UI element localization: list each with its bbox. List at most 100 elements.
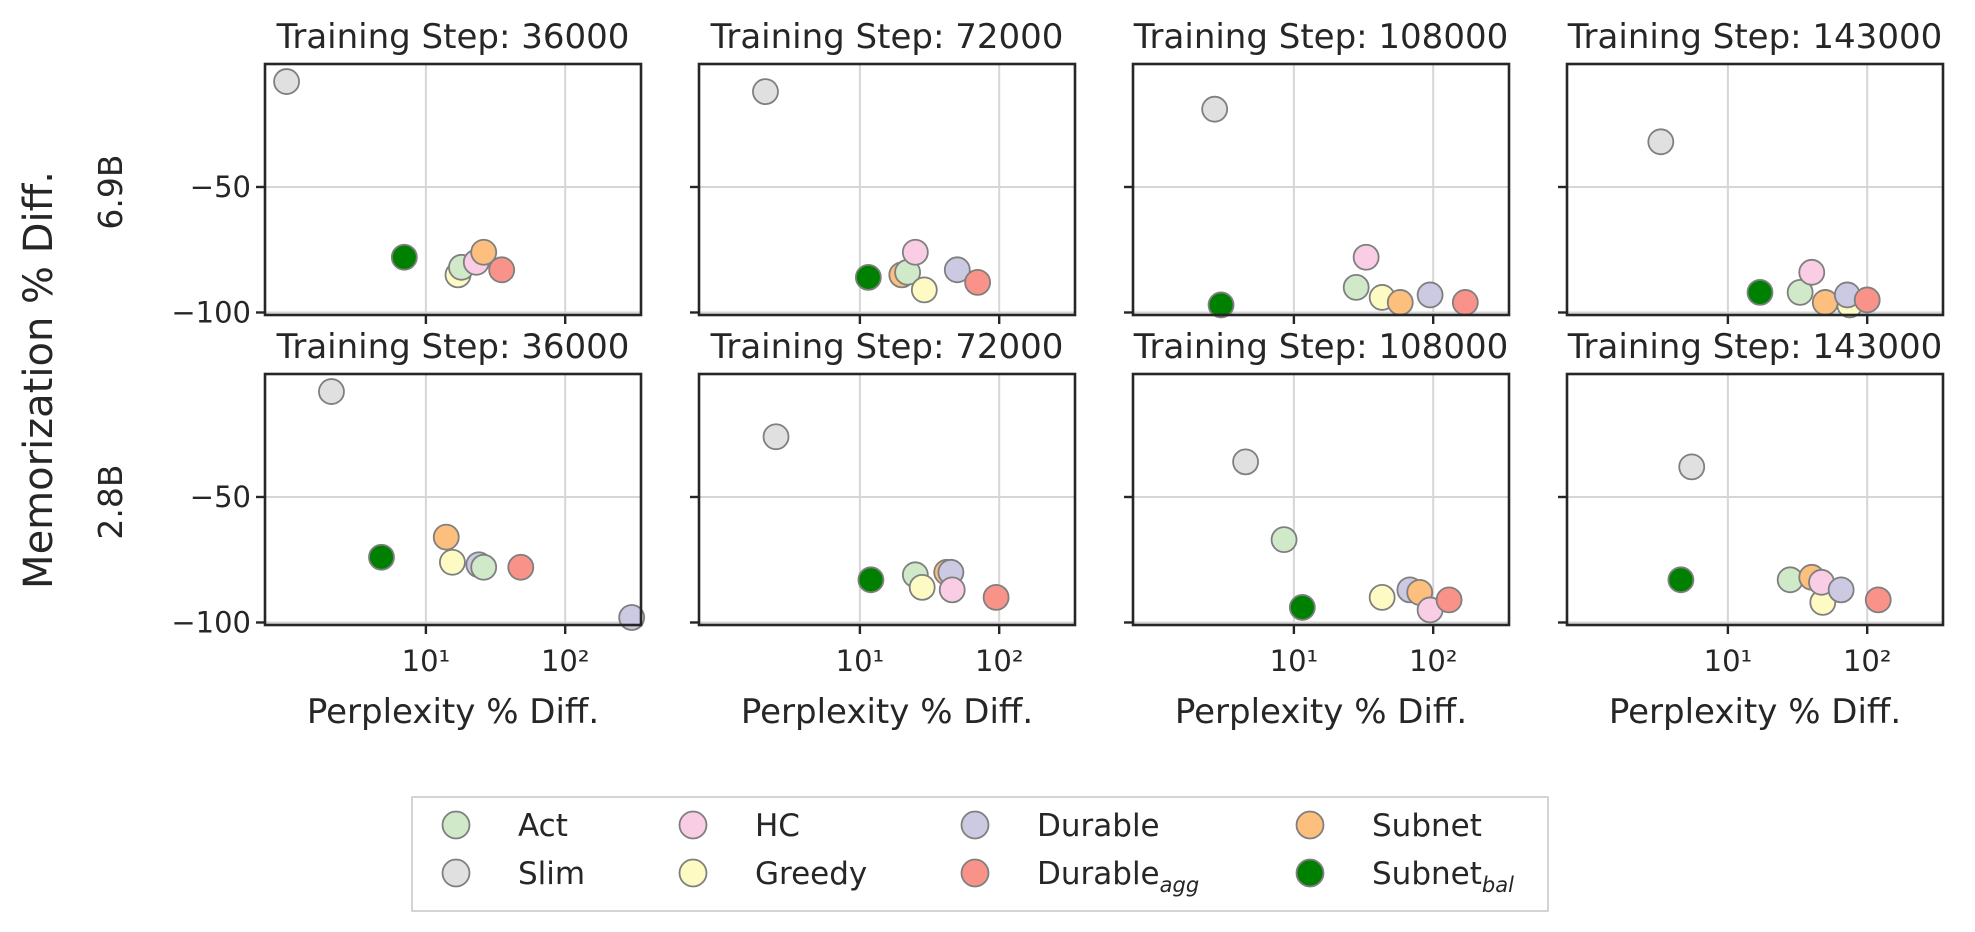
- point-hc: [1352, 243, 1380, 271]
- point-hc: [901, 238, 929, 266]
- legend-item-hc: HC: [678, 808, 800, 844]
- legend-marker: [1295, 810, 1325, 840]
- point-subnet-bal: [1746, 279, 1774, 306]
- legend-item-greedy: Greedy: [678, 856, 867, 892]
- legend-item-durable: Durable: [960, 808, 1160, 844]
- legend: ActSlimHCGreedyDurableDurableaggSubnetSu…: [411, 796, 1549, 912]
- legend-label: Greedy: [755, 856, 867, 892]
- point-slim: [273, 68, 300, 95]
- point-durable-agg: [488, 256, 516, 284]
- point-durable-agg: [1853, 286, 1881, 314]
- legend-label-subscript: agg: [1160, 873, 1200, 897]
- x-tick-label: 10²: [1409, 644, 1458, 678]
- x-axis-label: Perplexity % Diff.: [741, 692, 1033, 732]
- legend-marker: [1295, 858, 1325, 888]
- panel-title: Training Step: 72000: [710, 17, 1064, 57]
- x-axis-label: Perplexity % Diff.: [307, 692, 599, 732]
- point-act: [1270, 526, 1298, 554]
- panel-1-1: Training Step: 36000 −50 −100: [171, 17, 643, 329]
- legend-item-durable-agg: Durableagg: [960, 856, 1199, 897]
- axes-frame: [1565, 372, 1945, 627]
- point-durable-agg: [982, 583, 1010, 611]
- point-durable-agg: [1864, 586, 1892, 614]
- x-tick-label: 10²: [541, 644, 590, 678]
- axes-frame: [1565, 62, 1945, 317]
- x-tick-label: 10¹: [836, 644, 885, 678]
- point-slim: [1232, 448, 1259, 476]
- point-subnet: [432, 523, 460, 551]
- point-subnet-bal: [1207, 291, 1235, 319]
- x-tick-label: 10²: [975, 644, 1024, 678]
- panel-title: Training Step: 36000: [276, 327, 630, 367]
- point-act: [470, 553, 498, 581]
- row-label-2-8b: 2.8B: [91, 464, 130, 539]
- point-slim: [318, 378, 345, 405]
- legend-label: Durable: [1037, 808, 1160, 844]
- axes-frame: [263, 62, 643, 317]
- legend-marker: [678, 810, 708, 840]
- panel-2-2: Training Step: 72000 10¹ 10² Perplexity % D…: [690, 327, 1077, 732]
- x-axis-label: Perplexity % Diff.: [1609, 692, 1901, 732]
- legend-marker: [960, 810, 990, 840]
- panel-title: Training Step: 108000: [1133, 17, 1508, 57]
- point-subnet-bal: [1667, 566, 1695, 594]
- panel-title: Training Step: 143000: [1567, 327, 1942, 367]
- point-durable-agg: [964, 268, 992, 296]
- point-durable-agg: [1451, 289, 1479, 316]
- row-label-6-9b: 6.9B: [91, 154, 130, 229]
- legend-label: Act: [518, 808, 568, 844]
- y-tick-label: −100: [171, 605, 251, 639]
- point-greedy: [910, 276, 938, 304]
- point-durable: [1416, 281, 1444, 309]
- point-durable-agg: [507, 553, 535, 581]
- y-tick-label: −50: [190, 170, 251, 204]
- y-tick-label: −50: [190, 480, 251, 514]
- legend-label: Subnet: [1372, 808, 1482, 844]
- panel-2-3: Training Step: 108000 10¹ 10² Perplexity % …: [1124, 327, 1511, 732]
- point-act: [1786, 279, 1814, 306]
- point-slim: [1678, 453, 1706, 481]
- panel-title: Training Step: 36000: [276, 17, 630, 57]
- panel-title: Training Step: 72000: [710, 327, 1064, 367]
- panel-2-1: Training Step: 36000 −50 −100 10¹ 10² Perplex…: [171, 327, 646, 732]
- legend-label: Durableagg: [1037, 856, 1199, 897]
- point-hc: [1798, 258, 1826, 286]
- point-subnet: [1386, 289, 1414, 316]
- point-hc: [938, 576, 966, 604]
- x-axis-label: Perplexity % Diff.: [1175, 692, 1467, 732]
- point-subnet-bal: [1288, 594, 1316, 621]
- legend-item-subnet: Subnet: [1295, 808, 1482, 844]
- point-durable: [1827, 576, 1855, 604]
- point-greedy: [439, 548, 466, 576]
- axes-frame: [1131, 62, 1511, 317]
- legend-item-act: Act: [441, 808, 568, 844]
- panel-1-3: Training Step: 108000: [1124, 17, 1511, 324]
- point-slim: [1201, 95, 1229, 123]
- point-durable: [943, 256, 971, 284]
- point-slim: [1647, 128, 1675, 156]
- legend-marker: [441, 858, 471, 888]
- point-subnet-bal: [368, 543, 395, 571]
- legend-marker: [960, 858, 990, 888]
- y-axis-label: Memorization % Diff.: [16, 171, 62, 589]
- point-durable-agg: [1435, 586, 1463, 614]
- point-greedy: [1368, 583, 1396, 611]
- panel-1-2: Training Step: 72000: [690, 17, 1077, 324]
- axes-frame: [1131, 372, 1511, 627]
- axes-frame: [697, 372, 1077, 627]
- panel-2-4: Training Step: 143000 10¹ 10² Perplexity % …: [1558, 327, 1945, 732]
- axes-frame: [697, 62, 1077, 317]
- legend-marker: [678, 858, 708, 888]
- point-greedy: [908, 573, 936, 601]
- point-subnet-bal: [854, 263, 882, 291]
- point-slim: [752, 78, 779, 106]
- x-tick-label: 10¹: [1270, 644, 1319, 678]
- point-subnet-bal: [857, 566, 885, 594]
- panel-1-4: Training Step: 143000: [1558, 17, 1945, 324]
- axes-frame: [263, 372, 643, 627]
- panel-title: Training Step: 108000: [1133, 327, 1508, 367]
- y-tick-label: −100: [171, 295, 251, 329]
- x-tick-label: 10²: [1843, 644, 1892, 678]
